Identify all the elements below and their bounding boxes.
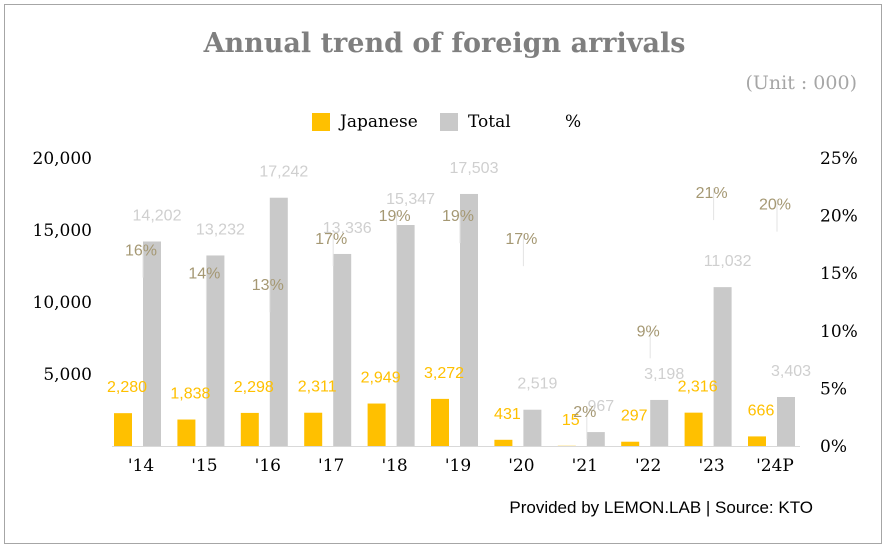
unit-note: (Unit : 000) [745,72,857,94]
bar-japanese [177,419,196,446]
y-left-tick-label: 5,000 [43,365,92,385]
data-label-japanese: 666 [748,402,775,419]
bar-japanese [748,436,766,446]
legend-item-japanese: Japanese [312,110,418,134]
y-left-tick-label: 20,000 [33,149,92,169]
bar-japanese [114,413,132,446]
bar-japanese [367,403,386,446]
data-label-percent: 19% [442,208,474,225]
data-label-total: 15,347 [386,191,435,208]
bar-japanese [431,398,449,446]
y-right-tick-label: 5% [820,379,847,399]
y-right-tick-label: 10% [820,322,858,342]
data-label-percent: 16% [125,243,157,260]
data-label-total: 14,202 [133,207,182,224]
chart-title: Annual trend of foreign arrivals [203,28,686,59]
x-tick-label: '18 [381,456,407,476]
x-tick-label: '24P [756,456,794,476]
bar-total [269,197,288,446]
bar-japanese [684,412,703,446]
data-label-total: 13,336 [323,220,372,237]
y-right-tick-label: 0% [820,437,847,457]
bar-total [777,396,795,446]
bar-japanese [304,412,323,446]
y-right-tick-label: 20% [820,207,858,227]
data-label-japanese: 431 [494,406,521,423]
data-label-japanese: 15 [562,412,580,429]
legend-label-japanese: Japanese [340,112,418,132]
legend-item-total: Total [440,110,511,134]
data-label-percent: 9% [637,323,660,340]
data-label-percent: 2% [573,404,596,421]
bar-total [460,193,478,446]
legend-swatch-japanese [312,113,330,131]
x-tick-label: '14 [128,456,154,476]
data-label-percent: 17% [505,231,537,248]
data-label-percent: 20% [759,197,791,214]
data-label-percent: 19% [379,208,411,225]
data-label-japanese: 3,272 [424,365,464,382]
data-label-total: 3,403 [771,363,811,380]
data-label-total: 2,519 [517,376,557,393]
data-label-total: 11,032 [704,253,752,270]
y-left-tick-label: 10,000 [33,293,92,313]
data-label-japanese: 1,838 [170,386,210,403]
data-label-total: 17,503 [450,160,499,177]
bar-total [523,409,542,446]
bar-japanese [494,439,513,446]
data-label-japanese: 2,298 [234,379,274,396]
data-label-total: 13,232 [196,221,245,238]
x-tick-label: '23 [698,456,724,476]
y-right-tick-label: 25% [820,149,858,169]
data-label-japanese: 2,949 [361,370,401,387]
legend-label-percent: % [565,112,582,132]
y-right-tick-label: 15% [820,264,858,284]
x-tick-label: '15 [191,456,217,476]
data-label-total: 967 [587,398,614,415]
x-tick-label: '20 [508,456,534,476]
bar-total [396,225,415,446]
bar-total [206,255,225,446]
x-tick-label: '22 [635,456,661,476]
legend-item-percent: % [565,110,581,134]
data-label-japanese: 297 [621,408,648,425]
bar-japanese [240,412,259,446]
data-label-percent: 14% [188,266,220,283]
bar-total [143,241,161,446]
legend-label-total: Total [468,112,511,132]
data-label-japanese: 2,316 [678,379,718,396]
data-label-percent: 13% [252,277,284,294]
bar-japanese [621,441,640,446]
data-label-total: 3,198 [644,366,684,383]
data-label-japanese: 2,280 [107,379,147,396]
x-tick-label: '17 [318,456,344,476]
x-tick-label: '21 [572,456,598,476]
data-label-percent: 21% [696,185,728,202]
y-left-tick-label: 15,000 [33,221,92,241]
source-note: Provided by LEMON.LAB | Source: KTO [509,498,813,517]
bar-total [713,287,732,446]
data-label-total: 17,242 [259,164,308,181]
data-label-percent: 17% [315,231,347,248]
bar-total [333,253,352,446]
bar-total [586,432,605,446]
x-tick-label: '19 [445,456,471,476]
data-label-japanese: 2,311 [298,379,337,396]
bar-total [650,399,669,446]
x-tick-label: '16 [255,456,281,476]
legend-swatch-total [440,113,458,131]
